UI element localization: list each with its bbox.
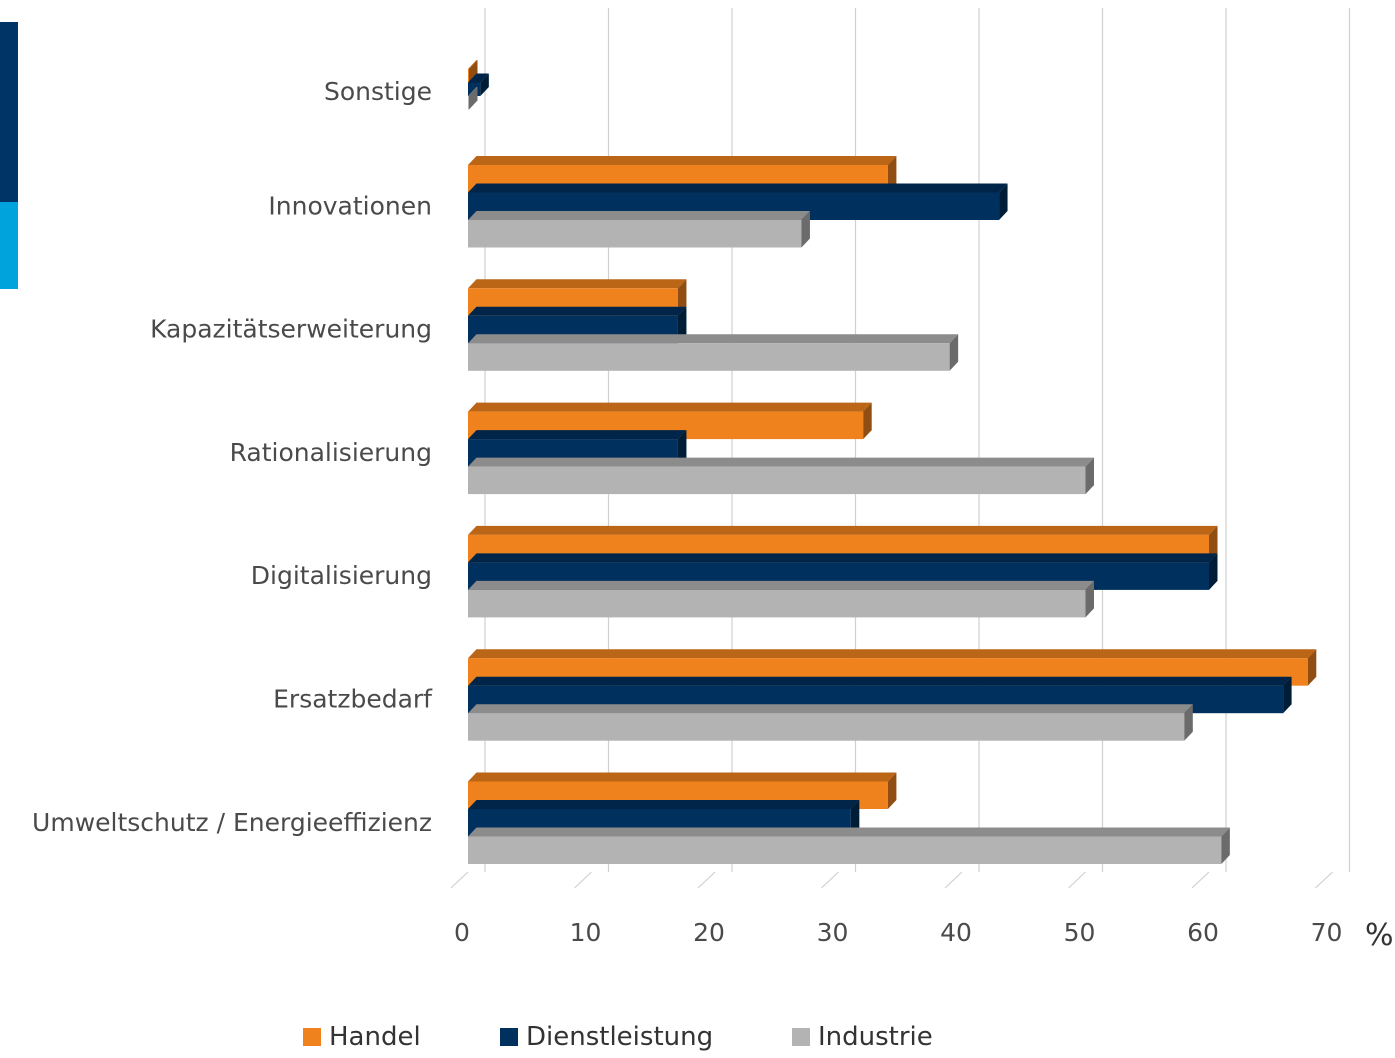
x-axis-unit: % — [1365, 918, 1394, 953]
accent-bar-dark — [0, 22, 18, 202]
gridline-foot — [1068, 871, 1086, 889]
bar-industrie-2 — [468, 334, 959, 371]
legend: Handel Dienstleistung Industrie — [0, 1022, 1395, 1058]
legend-item-handel: Handel — [303, 1022, 421, 1052]
category-label: Sonstige — [324, 77, 432, 106]
legend-swatch — [500, 1028, 518, 1046]
gridline-foot — [697, 871, 716, 889]
bars — [468, 60, 1317, 864]
bar-industrie-4 — [468, 580, 1094, 618]
gridline-foot — [450, 871, 469, 889]
legend-label: Dienstleistung — [526, 1022, 714, 1052]
bar-industrie-1 — [468, 211, 810, 248]
legend-label: Industrie — [818, 1022, 933, 1052]
legend-label: Handel — [329, 1022, 421, 1052]
gridline-foot — [1191, 871, 1210, 889]
category-label: Rationalisierung — [230, 438, 432, 467]
legend-item-dienstleistung: Dienstleistung — [500, 1022, 713, 1052]
x-tick-label: 70 — [1311, 918, 1343, 947]
x-tick-label: 40 — [940, 918, 972, 947]
legend-swatch — [303, 1028, 321, 1046]
category-label: Ersatzbedarf — [273, 684, 433, 713]
legend-item-industrie: Industrie — [792, 1022, 933, 1052]
category-label: Kapazitätserweiterung — [150, 315, 432, 344]
bar-industrie-0 — [468, 87, 478, 110]
x-tick-label: 20 — [693, 918, 725, 947]
accent-bar-light — [0, 202, 18, 289]
gridline-foot — [1315, 871, 1333, 889]
gridline-foot — [821, 871, 839, 889]
x-axis-ticks: 0 10 20 30 40 50 60 70 — [454, 918, 1342, 947]
category-labels: Sonstige Innovationen Kapazitätserweiterun… — [32, 77, 433, 837]
gridline-foot — [574, 871, 592, 889]
bar-industrie-3 — [468, 457, 1094, 495]
legend-swatch — [792, 1028, 810, 1046]
category-label: Umweltschutz / Energieeffizienz — [32, 808, 432, 837]
x-tick-label: 0 — [454, 918, 470, 947]
category-label: Digitalisierung — [251, 561, 432, 590]
bar-industrie-5 — [468, 704, 1193, 741]
category-label: Innovationen — [268, 191, 432, 220]
x-tick-label: 60 — [1187, 918, 1219, 947]
x-tick-label: 10 — [570, 918, 602, 947]
bar-chart: Sonstige Innovationen Kapazitätserweiterun… — [32, 8, 1394, 953]
x-tick-label: 50 — [1064, 918, 1096, 947]
gridline-foot — [944, 871, 963, 889]
x-tick-label: 30 — [817, 918, 849, 947]
bar-industrie-6 — [468, 827, 1230, 864]
bar-handel-0 — [468, 60, 478, 83]
